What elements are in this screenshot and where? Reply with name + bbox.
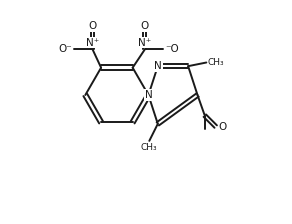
Text: N⁺: N⁺ — [138, 38, 152, 47]
Text: O: O — [88, 21, 97, 31]
Text: N⁺: N⁺ — [86, 38, 99, 47]
Text: O: O — [141, 21, 149, 31]
Text: ⁻O: ⁻O — [165, 45, 179, 54]
Text: O⁻: O⁻ — [59, 45, 72, 54]
Text: N: N — [154, 61, 162, 71]
Text: CH₃: CH₃ — [141, 143, 158, 152]
Text: O: O — [218, 122, 226, 131]
Text: CH₃: CH₃ — [208, 58, 224, 67]
Text: N: N — [145, 90, 152, 100]
